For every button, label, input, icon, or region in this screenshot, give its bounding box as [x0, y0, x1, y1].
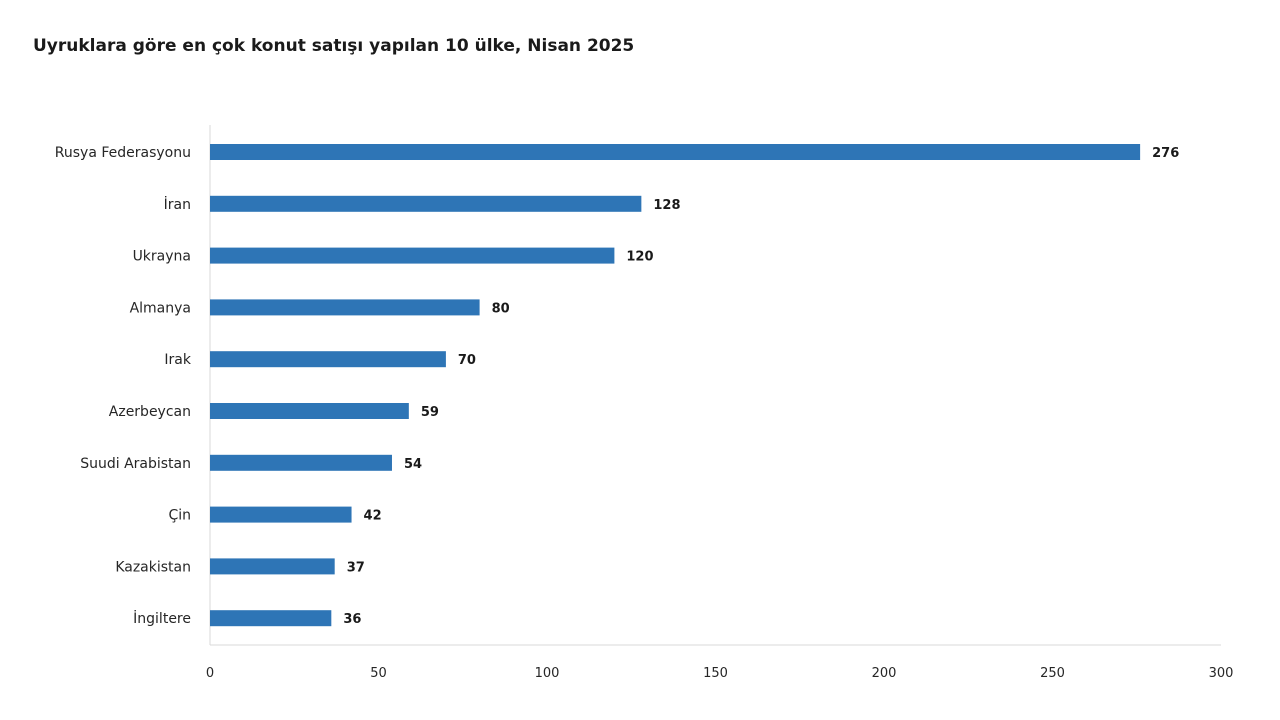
bar [210, 403, 409, 419]
x-tick-label: 50 [370, 666, 387, 681]
x-tick-label: 300 [1209, 666, 1234, 681]
bar [210, 454, 392, 471]
bar [210, 610, 332, 627]
value-label: 59 [421, 405, 439, 420]
value-label: 128 [653, 198, 680, 213]
value-label: 37 [347, 560, 365, 575]
x-tick-label: 150 [703, 666, 728, 681]
value-label: 80 [492, 301, 510, 316]
value-label: 120 [626, 250, 653, 265]
x-tick-label: 250 [1040, 666, 1065, 681]
bar [210, 558, 335, 575]
bar [210, 299, 480, 316]
category-label: Kazakistan [115, 559, 191, 575]
category-label: Ukrayna [133, 249, 191, 265]
bar [210, 506, 352, 523]
category-label: Rusya Federasyonu [55, 145, 191, 161]
x-tick-label: 0 [206, 666, 214, 681]
chart-title: Uyruklara göre en çok konut satışı yapıl… [33, 36, 635, 56]
x-tick-label: 200 [872, 666, 897, 681]
value-label: 276 [1152, 146, 1179, 161]
category-label: Almanya [130, 300, 191, 316]
category-label: Azerbeycan [109, 404, 191, 420]
category-label: Irak [164, 352, 191, 368]
bar [210, 351, 446, 368]
value-label: 36 [343, 612, 361, 627]
bar [210, 195, 642, 212]
x-tick-label: 100 [535, 666, 560, 681]
category-label: Çin [168, 508, 191, 524]
category-label: Suudi Arabistan [80, 456, 191, 472]
category-label: İngiltere [133, 609, 191, 627]
value-label: 70 [458, 353, 476, 368]
bar [210, 247, 615, 264]
value-label: 54 [404, 457, 422, 472]
value-label: 42 [364, 509, 382, 524]
category-label: İran [164, 195, 191, 213]
bar [210, 144, 1141, 160]
